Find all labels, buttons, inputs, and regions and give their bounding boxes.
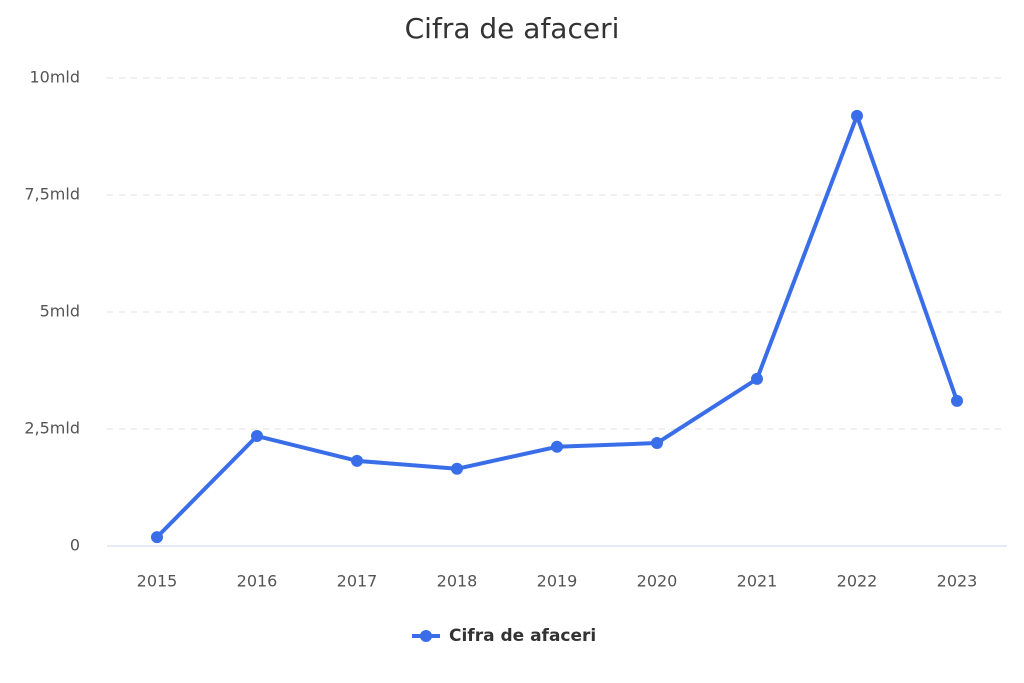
- x-tick-label: 2020: [637, 572, 678, 591]
- data-point: [651, 437, 663, 450]
- y-tick-label: 5mld: [40, 302, 80, 321]
- data-point: [451, 462, 463, 475]
- y-tick-label: 10mld: [29, 68, 80, 87]
- x-tick-label: 2019: [537, 572, 578, 591]
- y-tick-label: 2,5mld: [24, 419, 80, 438]
- x-tick-label: 2017: [337, 572, 378, 591]
- data-point: [151, 531, 163, 544]
- data-point: [951, 394, 963, 407]
- legend-marker: [420, 630, 432, 642]
- legend-label: Cifra de afaceri: [449, 626, 596, 646]
- y-tick-label: 0: [70, 536, 80, 555]
- data-line: [155, 113, 959, 539]
- y-tick-label: 7,5mld: [24, 185, 80, 204]
- x-tick-label: 2021: [737, 572, 778, 591]
- data-point: [851, 109, 863, 122]
- x-tick-label: 2016: [237, 572, 278, 591]
- x-tick-label: 2023: [937, 572, 978, 591]
- data-point: [251, 430, 263, 443]
- data-point: [551, 440, 563, 453]
- chart-title: Cifra de afaceri: [405, 12, 620, 45]
- x-tick-label: 2015: [137, 572, 178, 591]
- x-tick-label: 2018: [437, 572, 478, 591]
- x-tick-label: 2022: [837, 572, 878, 591]
- data-point: [351, 454, 363, 467]
- data-point: [751, 372, 763, 385]
